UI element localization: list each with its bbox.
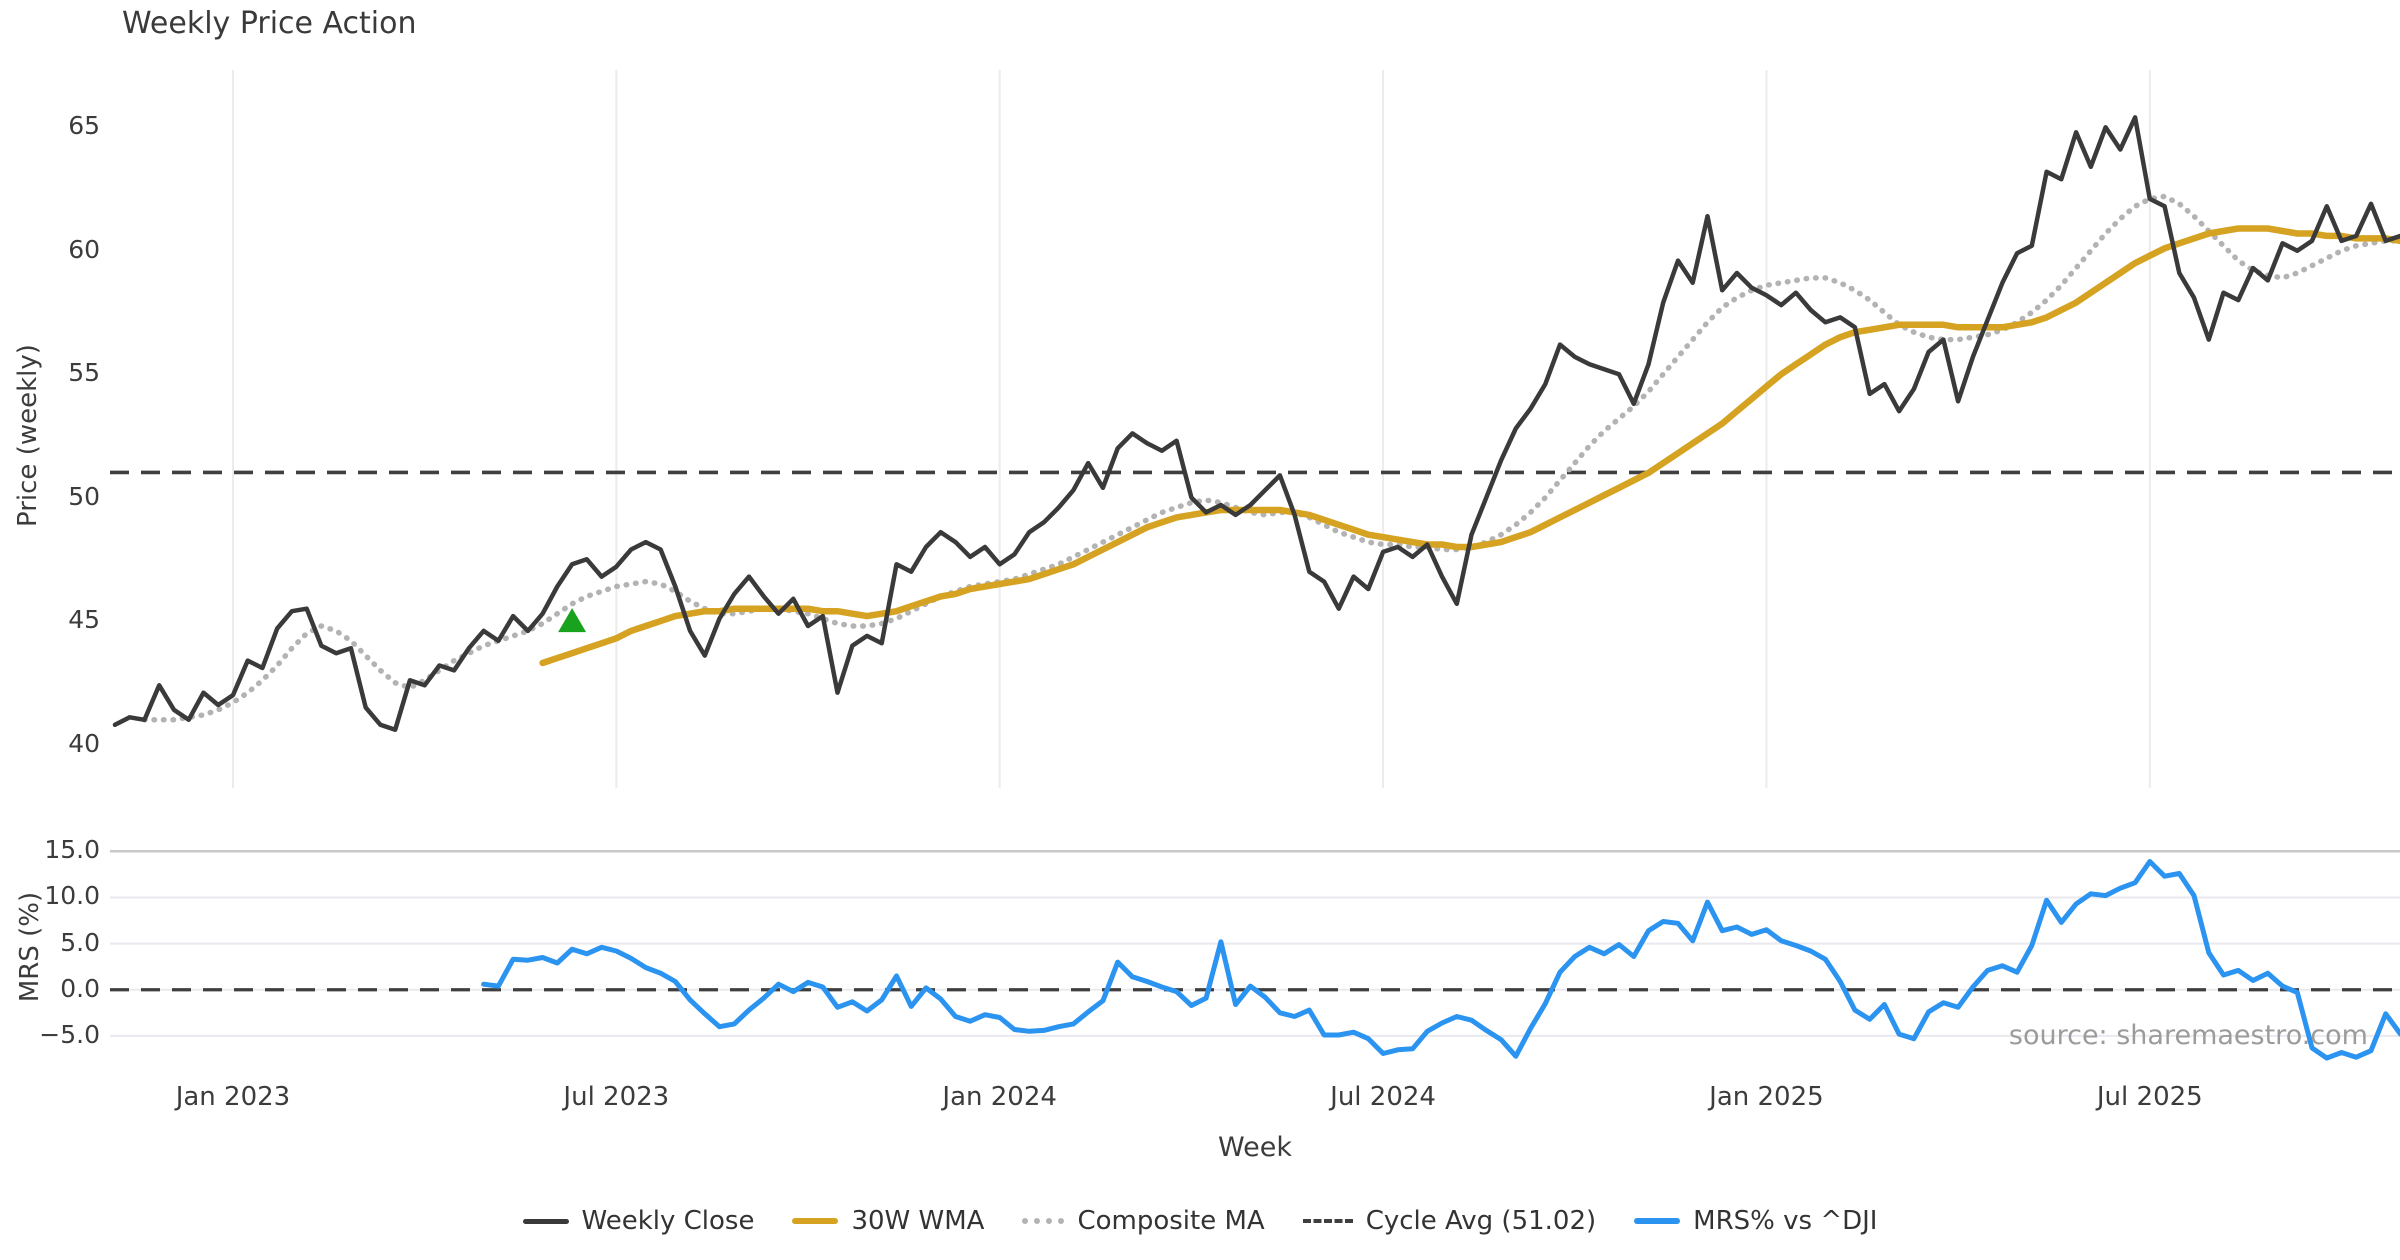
legend-item-cycle-avg: Cycle Avg (51.02) — [1302, 1206, 1597, 1236]
mrs-line-swatch — [1634, 1217, 1681, 1225]
weekly-close-line-swatch — [522, 1218, 569, 1224]
composite-ma-dotted-swatch — [1022, 1218, 1065, 1224]
legend-label: Cycle Avg (51.02) — [1365, 1206, 1597, 1236]
legend-label: MRS% vs ^DJI — [1693, 1206, 1878, 1236]
legend-label: 30W WMA — [851, 1206, 985, 1236]
y-tick-label: 40 — [68, 728, 100, 758]
y-tick-label: 55 — [68, 358, 100, 388]
legend-item-composite-ma: Composite MA — [1022, 1206, 1265, 1236]
legend-item-30w-wma: 30W WMA — [792, 1206, 984, 1236]
y-tick-label: 60 — [68, 234, 100, 264]
x-tick-label: Jul 2025 — [2096, 1082, 2203, 1112]
legend-label: Weekly Close — [581, 1206, 755, 1236]
legend-label: Composite MA — [1077, 1206, 1265, 1236]
x-tick-label: Jul 2024 — [1330, 1082, 1436, 1112]
x-axis-label: Week — [1218, 1132, 1292, 1163]
x-tick-label: Jan 2024 — [942, 1082, 1057, 1112]
y-tick-label: −5.0 — [39, 1019, 100, 1049]
y-tick-label: 10.0 — [44, 881, 100, 911]
y-tick-label: 50 — [68, 481, 100, 511]
y-tick-label: 0.0 — [60, 973, 100, 1003]
chart-legend: Weekly Close 30W WMA Composite MA Cycle … — [0, 1206, 2400, 1236]
x-tick-label: Jan 2025 — [1709, 1082, 1824, 1112]
legend-item-weekly-close: Weekly Close — [522, 1206, 755, 1236]
legend-item-mrs: MRS% vs ^DJI — [1634, 1206, 1877, 1236]
x-tick-label: Jan 2023 — [175, 1082, 291, 1112]
cycle-avg-dashed-swatch — [1302, 1219, 1353, 1223]
chart-title: Weekly Price Action — [122, 6, 417, 41]
buy-signal-triangle-icon — [558, 608, 587, 633]
source-watermark: source: sharemaestro.com — [2008, 1020, 2368, 1051]
x-tick-label: Jul 2023 — [563, 1082, 670, 1112]
y-tick-label: 15.0 — [44, 835, 100, 865]
y-tick-label: 65 — [68, 111, 100, 141]
y-tick-label: 5.0 — [60, 927, 100, 957]
y-tick-label: 45 — [68, 605, 100, 635]
wma-line-swatch — [792, 1217, 839, 1225]
